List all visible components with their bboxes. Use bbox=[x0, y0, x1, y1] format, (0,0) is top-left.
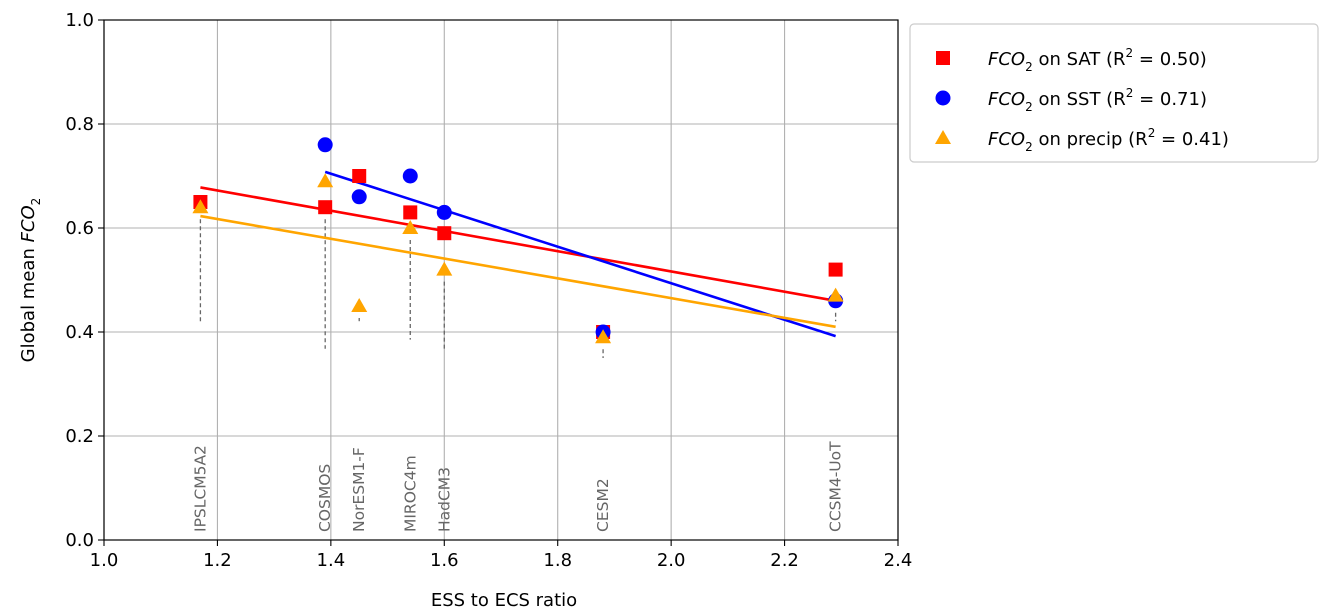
data-point bbox=[436, 261, 453, 276]
data-point bbox=[351, 298, 368, 312]
model-guide-lines bbox=[199, 219, 837, 358]
fit-line bbox=[324, 170, 837, 338]
model-label: HadCM3 bbox=[435, 467, 453, 532]
grid bbox=[103, 19, 899, 541]
data-point bbox=[828, 262, 843, 277]
data-point bbox=[402, 220, 419, 234]
data-point bbox=[827, 287, 844, 302]
legend-var: FCO bbox=[988, 129, 1025, 150]
legend-entry: FCO2 on SST (R2 = 0.71) bbox=[988, 86, 1207, 114]
fit-line bbox=[200, 186, 836, 303]
tick-labels: 1.0 1.2 1.4 1.6 1.8 2.0 2.2 2.4 0.0 0.2 0.4 0.6 0.8 1… bbox=[65, 10, 912, 571]
plot-frame bbox=[103, 19, 899, 541]
data-point bbox=[351, 189, 367, 205]
legend-sup: 2 bbox=[1126, 86, 1134, 100]
legend-sub: 2 bbox=[1025, 60, 1033, 74]
x-tick-label: 2.2 bbox=[770, 550, 799, 571]
y-tick-label: 0.4 bbox=[65, 322, 94, 343]
legend-box bbox=[909, 23, 1319, 163]
legend-suffix: on SAT (R bbox=[1033, 49, 1126, 70]
legend-r2: = 0.50) bbox=[1133, 49, 1207, 70]
legend-entry: FCO2 on precip (R2 = 0.41) bbox=[988, 126, 1229, 154]
legend: FCO2 on SAT (R2 = 0.50)FCO2 on SST (R2 =… bbox=[909, 23, 1319, 163]
legend-var: FCO bbox=[988, 49, 1025, 70]
data-point bbox=[436, 204, 452, 220]
model-label: CCSM4-UoT bbox=[827, 441, 845, 532]
y-tick-label: 0.8 bbox=[65, 114, 94, 135]
x-axis-label: ESS to ECS ratio bbox=[431, 590, 577, 611]
legend-marker bbox=[936, 51, 950, 65]
legend-sup: 2 bbox=[1148, 126, 1156, 140]
model-label: CESM2 bbox=[594, 478, 612, 532]
y-axis-label-var: FCO bbox=[18, 205, 39, 242]
data-point bbox=[402, 168, 418, 184]
legend-suffix: on precip (R bbox=[1033, 129, 1148, 150]
y-tick-label: 0.2 bbox=[65, 426, 94, 447]
legend-sub: 2 bbox=[1025, 100, 1033, 114]
fit-lines bbox=[200, 170, 837, 338]
x-tick-label: 2.4 bbox=[884, 550, 913, 571]
data-point bbox=[192, 199, 209, 214]
data-point bbox=[317, 137, 333, 153]
data-point bbox=[318, 200, 333, 215]
data-point bbox=[403, 205, 418, 220]
axes bbox=[98, 19, 899, 546]
y-axis-label-sub: 2 bbox=[29, 198, 43, 206]
legend-r2: = 0.41) bbox=[1155, 129, 1229, 150]
model-label: NorESM1-F bbox=[350, 447, 368, 532]
y-tick-label: 1.0 bbox=[65, 10, 94, 31]
y-axis-label-prefix: Global mean bbox=[18, 242, 39, 362]
data-point bbox=[595, 329, 612, 344]
legend-suffix: on SST (R bbox=[1033, 89, 1126, 110]
legend-var: FCO bbox=[988, 89, 1025, 110]
legend-entry: FCO2 on SAT (R2 = 0.50) bbox=[988, 46, 1207, 74]
x-tick-label: 1.8 bbox=[543, 550, 572, 571]
legend-marker bbox=[935, 90, 951, 106]
x-tick-label: 1.2 bbox=[203, 550, 232, 571]
fit-line bbox=[200, 214, 836, 329]
model-label: MIROC4m bbox=[401, 455, 419, 532]
legend-r2: = 0.71) bbox=[1133, 89, 1207, 110]
x-tick-label: 1.0 bbox=[90, 550, 119, 571]
legend-sup: 2 bbox=[1126, 46, 1134, 60]
y-tick-label: 0.6 bbox=[65, 218, 94, 239]
data-points bbox=[192, 137, 844, 344]
x-tick-label: 2.0 bbox=[657, 550, 686, 571]
model-labels: IPSLCM5A2 COSMOS NorESM1-F MIROC4m HadCM3 CES… bbox=[191, 441, 844, 532]
y-tick-label: 0.0 bbox=[65, 530, 94, 551]
legend-sub: 2 bbox=[1025, 140, 1033, 154]
data-point bbox=[317, 173, 334, 188]
y-axis-label: Global mean FCO2 bbox=[18, 198, 43, 363]
model-label: IPSLCM5A2 bbox=[191, 445, 209, 532]
data-point bbox=[437, 226, 452, 241]
x-tick-label: 1.4 bbox=[317, 550, 346, 571]
legend-marker bbox=[935, 130, 951, 144]
model-label: COSMOS bbox=[316, 464, 334, 532]
data-point bbox=[352, 169, 367, 183]
x-tick-label: 1.6 bbox=[430, 550, 459, 571]
